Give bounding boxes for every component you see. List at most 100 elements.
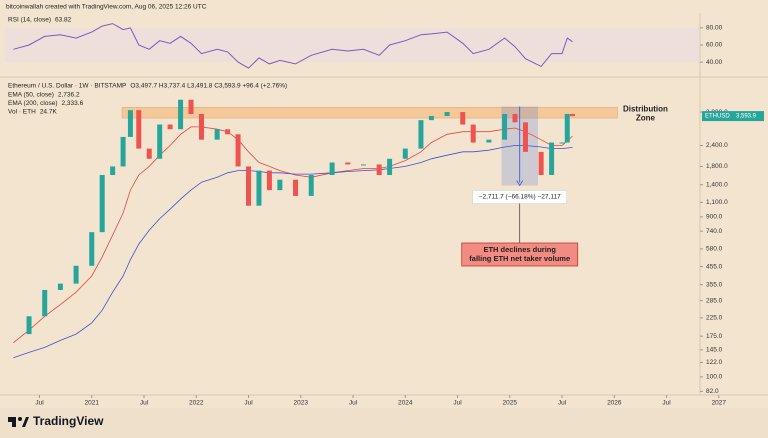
legend-entry: EMA (50, close)	[8, 92, 54, 99]
x-tick-label: Jul	[140, 400, 149, 407]
x-tick-label: Jul	[558, 400, 567, 407]
candle	[538, 151, 544, 176]
rsi-legend: RSI (14, close)	[8, 17, 51, 24]
candle	[99, 175, 105, 233]
y-tick-label: 175.0	[706, 333, 723, 340]
candle	[127, 110, 133, 137]
volume-legend: Vol · ETH	[8, 109, 36, 116]
candle	[225, 129, 231, 135]
zone-label: Zone	[636, 114, 656, 123]
candle	[549, 142, 555, 176]
annotation-text: ETH declines during	[483, 245, 556, 254]
candle	[57, 283, 63, 290]
candle	[564, 113, 570, 143]
annotation-text: falling ETH net taker volume	[469, 254, 570, 263]
candle	[256, 170, 262, 206]
x-tick-label: 2021	[85, 400, 100, 407]
y-tick-label: 225.0	[706, 315, 723, 322]
volume-value: 24.7K	[40, 109, 58, 116]
candle	[110, 166, 116, 176]
candle	[246, 166, 252, 206]
x-tick-label: 2025	[503, 400, 518, 407]
logo	[8, 417, 29, 427]
candle	[360, 164, 366, 166]
x-tick-label: Jul	[244, 400, 253, 407]
x-tick-label: Jul	[35, 400, 44, 407]
x-tick-label: 2026	[607, 400, 622, 407]
rsi-band	[5, 27, 700, 63]
candle	[329, 162, 335, 176]
rsi-legend-value: 63.82	[55, 17, 72, 24]
candle	[502, 113, 508, 140]
footer-bar	[0, 408, 768, 438]
y-tick-label: 40.00	[706, 59, 723, 66]
legend-value: 2,736.2	[58, 92, 80, 99]
y-tick-label: 82.0	[706, 388, 719, 395]
candle	[26, 316, 32, 335]
y-tick-label: 2,400.0	[706, 142, 728, 149]
x-tick-label: Jul	[453, 400, 462, 407]
measure-arrowhead	[516, 180, 524, 187]
candle	[157, 124, 163, 159]
y-tick-label: 1,400.0	[706, 181, 728, 188]
x-tick-label: Jul	[662, 400, 671, 407]
candle	[460, 112, 466, 125]
candle	[188, 99, 194, 114]
y-tick-label: 455.0	[706, 263, 723, 270]
candle	[266, 170, 272, 191]
y-tick-label: 122.0	[706, 359, 723, 366]
candle	[120, 136, 126, 167]
last-price-value: 3,593.9	[736, 114, 757, 120]
distribution-zone	[121, 107, 618, 119]
legend-value: 2,333.6	[62, 100, 84, 107]
y-tick-label: 900.0	[706, 214, 723, 221]
candle	[214, 129, 220, 140]
y-tick-label: 580.0	[706, 246, 723, 253]
header: bitcoinwallah created with TradingView.c…	[6, 4, 207, 11]
candle	[198, 113, 204, 140]
y-tick-label: 1,800.0	[706, 163, 728, 170]
candle	[293, 179, 299, 196]
candle	[167, 124, 173, 130]
candle	[512, 113, 518, 123]
rsi-line	[13, 23, 573, 69]
candle	[308, 175, 314, 196]
ohlc: O3,497.7 H3,737.4 L3,491.8 C3,593.9 +96.…	[130, 83, 287, 90]
symbol-title: Ethereum / U.S. Dollar · 1W · BITSTAMP	[8, 83, 126, 90]
last-price-box	[702, 111, 764, 122]
candle	[146, 148, 152, 159]
candle	[277, 179, 283, 191]
candle	[569, 113, 575, 117]
last-price-symbol: ETHUSD	[705, 114, 730, 120]
x-tick-label: Jul	[349, 400, 358, 407]
legend-entry: EMA (200, close)	[8, 100, 58, 107]
ema-line	[13, 126, 573, 344]
brand: TradingView	[33, 414, 104, 428]
annotation-box	[461, 242, 579, 267]
y-tick-label: 1,100.0	[706, 199, 728, 206]
candle	[136, 110, 142, 149]
y-tick-label: 145.0	[706, 347, 723, 354]
measure-label: −2,711.7 (−66.18%) −27,117	[479, 194, 561, 201]
candle	[470, 124, 476, 143]
y-tick-label: 355.0	[706, 281, 723, 288]
ema-line	[13, 145, 573, 359]
x-tick-label: 2027	[712, 400, 727, 407]
candle	[73, 265, 79, 284]
y-tick-label: 285.0	[706, 297, 723, 304]
zone-label: Distribution	[623, 105, 668, 114]
candle	[376, 164, 382, 176]
candle	[89, 232, 95, 266]
candle	[42, 289, 48, 317]
candle	[486, 139, 492, 143]
candle	[444, 112, 450, 116]
x-tick-label: 2022	[189, 400, 204, 407]
x-tick-label: 2023	[294, 400, 309, 407]
y-tick-label: 60.00	[706, 42, 723, 49]
y-tick-label: 100.0	[706, 374, 723, 381]
y-tick-label: 80.00	[706, 25, 723, 32]
candle	[345, 162, 351, 165]
candle	[178, 99, 184, 130]
